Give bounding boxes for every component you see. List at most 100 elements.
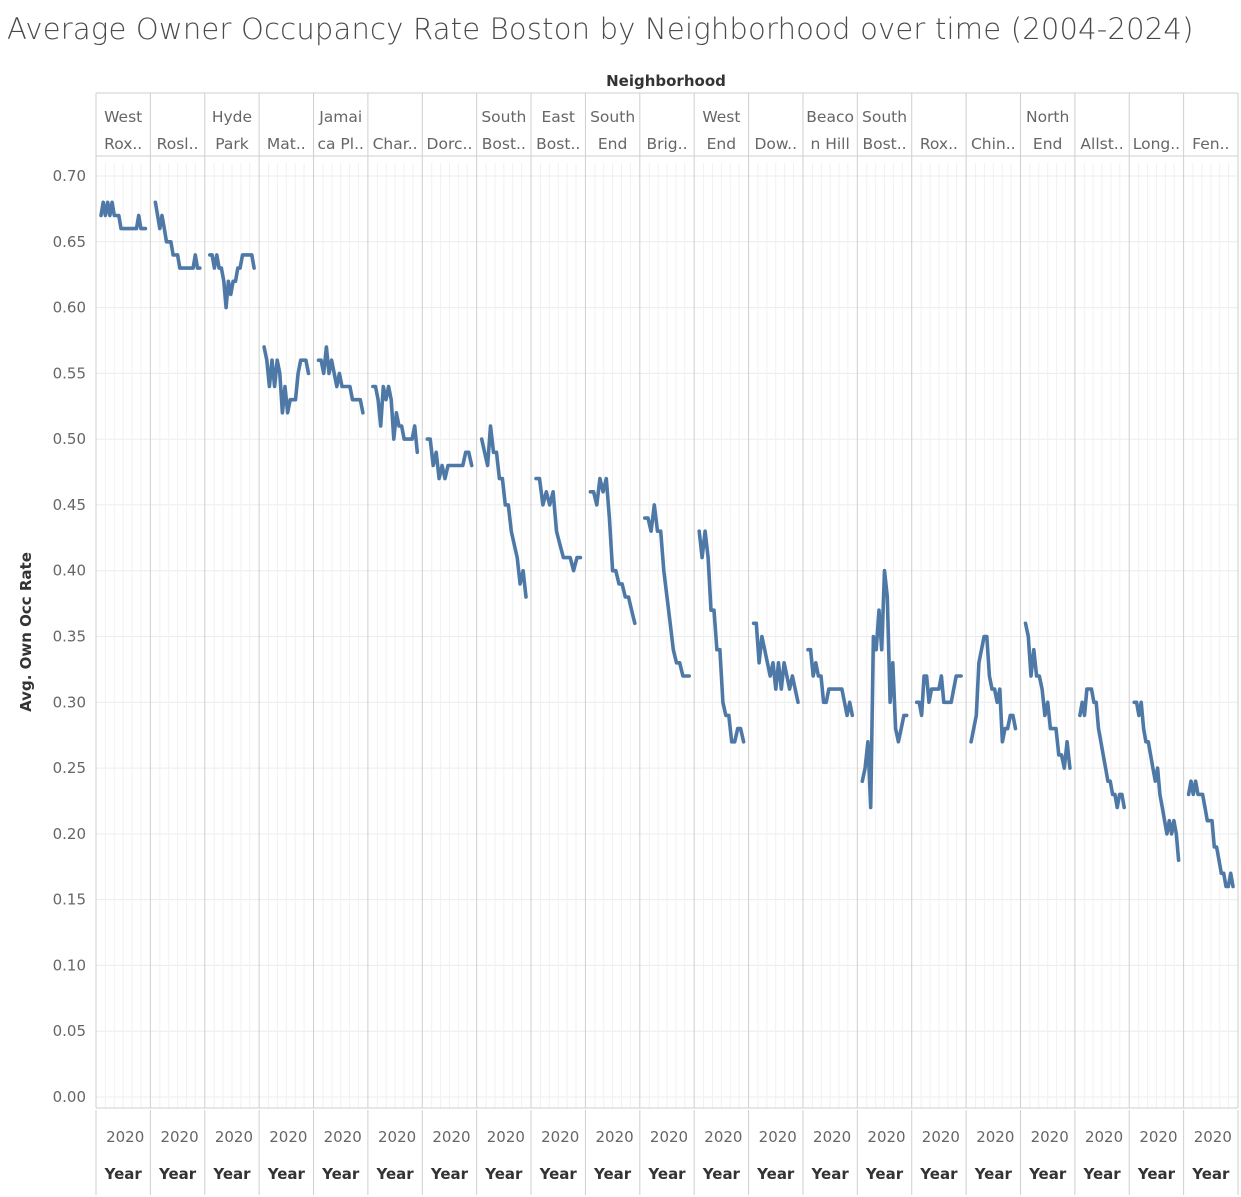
series-line — [969, 634, 1018, 744]
neighborhood-label-line1: South — [590, 108, 635, 126]
neighborhood-label-line2: Rosl.. — [157, 135, 199, 153]
x-tick-label: 2020 — [704, 1128, 742, 1146]
series-line — [1186, 779, 1235, 889]
y-tick-label: 0.20 — [53, 825, 86, 843]
x-axis-title: Year — [1028, 1165, 1067, 1183]
series-line — [1078, 687, 1126, 810]
neighborhood-label-line2: End — [1033, 135, 1062, 153]
x-tick-label: 2020 — [1194, 1128, 1232, 1146]
y-tick-label: 0.10 — [53, 956, 86, 974]
x-tick-label: 2020 — [269, 1128, 307, 1146]
neighborhood-label-line2: End — [598, 135, 627, 153]
series-line — [208, 253, 256, 310]
x-tick-label: 2020 — [1085, 1128, 1123, 1146]
x-tick-label: 2020 — [432, 1128, 470, 1146]
x-tick-label: 2020 — [1031, 1128, 1069, 1146]
neighborhood-label-line1: Beaco — [806, 108, 854, 126]
x-tick-label: 2020 — [650, 1128, 688, 1146]
y-tick-label: 0.00 — [53, 1088, 86, 1106]
series-line — [425, 437, 474, 481]
x-axis-title: Year — [1137, 1165, 1176, 1183]
x-tick-label: 2020 — [215, 1128, 253, 1146]
neighborhood-label-line1: South — [481, 108, 526, 126]
neighborhood-label-line2: Allst.. — [1080, 135, 1123, 153]
neighborhood-label-line2: Chin.. — [971, 135, 1016, 153]
series-line — [806, 647, 855, 718]
y-tick-label: 0.65 — [53, 233, 86, 251]
x-axis-title: Year — [321, 1165, 360, 1183]
neighborhood-label-line1: Jamai — [318, 108, 362, 126]
x-axis-title: Year — [104, 1165, 143, 1183]
series-line — [371, 384, 420, 455]
frame-layer — [95, 92, 1239, 1195]
y-axis-title: Avg. Own Occ Rate — [17, 552, 35, 712]
neighborhood-label-line2: n Hill — [810, 135, 849, 153]
neighborhood-headers: West Rox.. Rosl.. Hyde Park Mat.. Jamai ca Pl..… — [104, 108, 1229, 153]
y-tick-label: 0.30 — [53, 693, 86, 711]
series-line — [1132, 700, 1181, 862]
neighborhood-label-line1: Hyde — [212, 108, 252, 126]
x-tick-label: 2020 — [1139, 1128, 1177, 1146]
x-axis-title: Year — [212, 1165, 251, 1183]
series-line — [99, 200, 148, 231]
neighborhood-label-line2: Char.. — [373, 135, 418, 153]
x-tick-label: 2020 — [867, 1128, 905, 1146]
x-axis-title: Year — [484, 1165, 523, 1183]
series-line — [697, 529, 746, 744]
x-tick-label: 2020 — [596, 1128, 634, 1146]
neighborhood-label-line1: West — [702, 108, 740, 126]
series-line — [751, 621, 800, 705]
y-tick-label: 0.55 — [53, 364, 86, 382]
x-axis-title: Year — [756, 1165, 795, 1183]
y-axis: 0.00 0.05 0.10 0.15 0.20 0.25 0.30 0.35 0.40 0.45… — [53, 167, 86, 1106]
y-tick-label: 0.05 — [53, 1022, 86, 1040]
neighborhood-label-line2: Long.. — [1133, 135, 1180, 153]
y-tick-label: 0.45 — [53, 496, 86, 514]
x-tick-label: 2020 — [378, 1128, 416, 1146]
x-axis-title: Year — [376, 1165, 415, 1183]
series-line — [860, 568, 909, 810]
neighborhood-label-line1: East — [542, 108, 575, 126]
series-lines — [99, 200, 1235, 889]
neighborhood-label-line2: Dow.. — [754, 135, 797, 153]
y-tick-label: 0.50 — [53, 430, 86, 448]
x-tick-label: 2020 — [976, 1128, 1014, 1146]
neighborhood-label-line2: Brig.. — [646, 135, 687, 153]
x-tick-label: 2020 — [759, 1128, 797, 1146]
neighborhood-label-line2: Fen.. — [1192, 135, 1229, 153]
x-axis-title: Year — [539, 1165, 578, 1183]
grid-layer — [96, 163, 1238, 1108]
series-line — [479, 424, 528, 599]
neighborhood-label-line2: Rox.. — [920, 135, 958, 153]
neighborhood-label-line2: ca Pl.. — [317, 135, 363, 153]
x-axis-title: Year — [593, 1165, 632, 1183]
series-line — [534, 476, 583, 573]
x-axis-title: Year — [1191, 1165, 1230, 1183]
series-line — [262, 345, 311, 415]
y-tick-label: 0.15 — [53, 891, 86, 909]
y-tick-label: 0.25 — [53, 759, 86, 777]
x-tick-label: 2020 — [160, 1128, 198, 1146]
x-axis-title: Year — [974, 1165, 1013, 1183]
x-axis: 2020 Year 2020 Year 2020 Year 2020 Year 2020 Year… — [104, 1128, 1232, 1183]
neighborhood-label-line2: Mat.. — [267, 135, 306, 153]
x-tick-label: 2020 — [813, 1128, 851, 1146]
x-tick-label: 2020 — [106, 1128, 144, 1146]
x-axis-title: Year — [811, 1165, 850, 1183]
neighborhood-label-line2: Bost.. — [862, 135, 906, 153]
series-line — [316, 345, 365, 415]
x-axis-title: Year — [647, 1165, 686, 1183]
neighborhood-label-line2: Rox.. — [104, 135, 142, 153]
neighborhood-label-line1: North — [1026, 108, 1069, 126]
neighborhood-label-line2: Park — [215, 135, 249, 153]
x-axis-title: Year — [158, 1165, 197, 1183]
series-line — [588, 476, 637, 626]
neighborhood-label-line2: Bost.. — [482, 135, 526, 153]
x-axis-title: Year — [919, 1165, 958, 1183]
x-axis-title: Year — [865, 1165, 904, 1183]
x-tick-label: 2020 — [541, 1128, 579, 1146]
column-header: Neighborhood — [606, 72, 726, 90]
x-tick-label: 2020 — [922, 1128, 960, 1146]
neighborhood-label-line2: Bost.. — [536, 135, 580, 153]
